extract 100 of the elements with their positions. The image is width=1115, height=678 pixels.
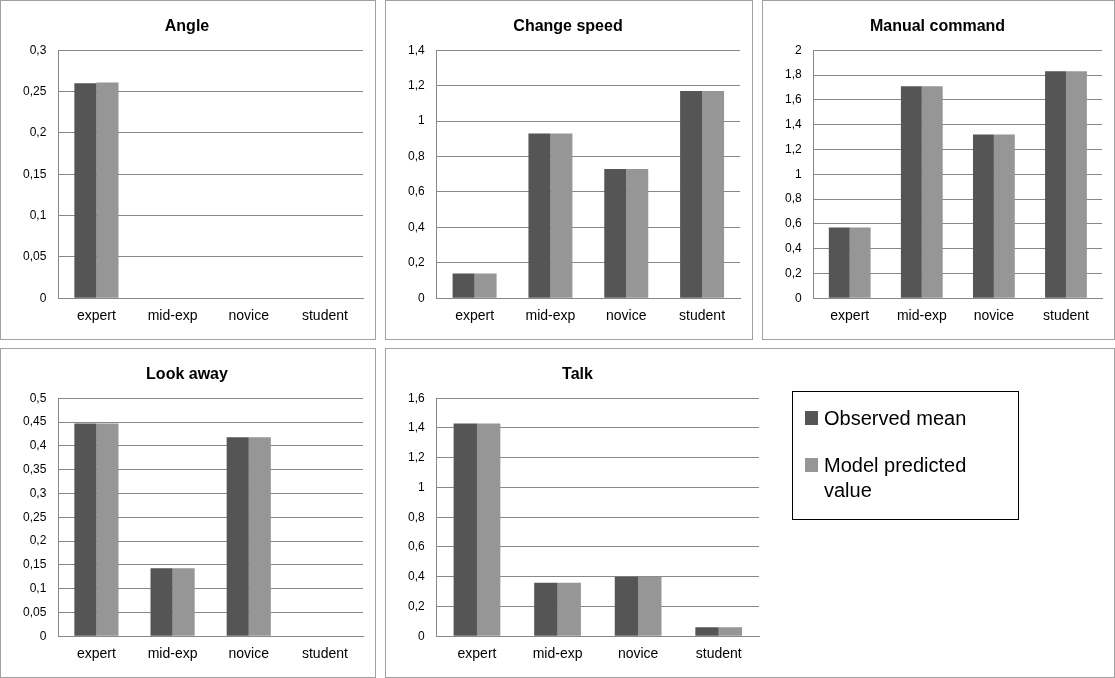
bar [921, 86, 943, 298]
y-tick-label: 0,15 [23, 557, 47, 572]
x-tick-label: mid-exp [896, 307, 947, 324]
bar [74, 423, 97, 636]
y-tick-label: 0,35 [23, 461, 47, 476]
bar [900, 86, 922, 298]
chart-title: Change speed [513, 17, 623, 35]
y-tick-label: 0,5 [29, 390, 47, 405]
y-tick-label: 1,4 [784, 116, 802, 131]
bar [695, 627, 719, 636]
y-tick-label: 0 [39, 628, 47, 643]
y-tick-label: 1,8 [784, 67, 802, 82]
y-tick-label: 0,6 [784, 216, 802, 231]
chart-title: Manual command [869, 17, 1006, 35]
y-tick-label: 0,4 [407, 569, 425, 584]
bar [96, 423, 119, 636]
x-tick-label: expert [76, 645, 116, 662]
y-tick-label: 0,1 [29, 207, 47, 222]
x-tick-label: expert [830, 307, 870, 324]
bar [626, 168, 649, 298]
y-tick-label: 1 [417, 113, 425, 128]
y-tick-label: 2 [794, 42, 802, 57]
y-tick-label: 0,6 [407, 539, 425, 554]
bar [534, 582, 558, 636]
y-tick-label: 1 [417, 479, 425, 494]
y-tick-label: 0,15 [23, 166, 47, 181]
y-tick-label: 0,2 [407, 598, 425, 613]
x-tick-label: mid-exp [147, 307, 198, 324]
y-tick-label: 1,4 [407, 420, 425, 435]
y-tick-label: 1,2 [407, 450, 425, 465]
y-tick-label: 0,05 [23, 604, 47, 619]
y-tick-label: 0,2 [407, 255, 425, 270]
x-tick-label: student [1042, 307, 1090, 324]
y-tick-label: 0,4 [784, 240, 802, 255]
y-tick-label: 0 [794, 290, 802, 305]
bar [453, 423, 477, 636]
y-tick-label: 1,6 [407, 390, 425, 405]
bar [248, 437, 271, 636]
x-tick-label: mid-exp [147, 645, 198, 662]
x-tick-label: student [679, 307, 726, 324]
bar [226, 437, 249, 636]
y-tick-label: 0,2 [29, 533, 47, 548]
bar [172, 568, 195, 636]
chart-title: Talk [562, 365, 594, 383]
bar [604, 168, 627, 298]
y-tick-label: 0,4 [29, 438, 47, 453]
bar [474, 273, 497, 298]
y-tick-label: 0,8 [407, 148, 425, 163]
bar [452, 273, 475, 298]
bar [476, 423, 501, 636]
y-tick-label: 0,25 [23, 83, 47, 98]
y-tick-label: 0,8 [784, 191, 802, 206]
y-tick-label: 0,2 [29, 125, 47, 140]
chart-title: Angle [164, 17, 210, 35]
y-tick-label: 0,3 [29, 485, 47, 500]
y-tick-label: 0,45 [23, 414, 47, 429]
y-tick-label: 0 [39, 290, 47, 305]
y-tick-label: 0,6 [407, 184, 425, 199]
y-tick-label: 0 [417, 290, 425, 305]
x-tick-label: student [301, 307, 348, 324]
bar [718, 627, 743, 636]
y-tick-label: 0,1 [29, 580, 47, 595]
y-tick-label: 0,3 [29, 42, 47, 57]
x-tick-label: novice [228, 307, 270, 324]
x-tick-label: novice [617, 645, 659, 662]
y-tick-label: 0,05 [23, 249, 47, 264]
bar [550, 133, 573, 298]
bar [1065, 71, 1087, 298]
y-tick-label: 1,2 [407, 77, 425, 92]
bar [849, 227, 871, 298]
bar [528, 133, 551, 298]
bar [702, 90, 725, 298]
bar [680, 90, 703, 298]
bar [557, 582, 581, 636]
bar [828, 227, 850, 298]
y-tick-label: 0 [417, 628, 425, 643]
y-tick-label: 0,4 [407, 219, 425, 234]
legend-label: Model predicted value [824, 453, 968, 503]
legend-label: Observed mean [824, 406, 967, 431]
bar [638, 576, 662, 636]
y-tick-label: 1 [794, 166, 802, 181]
y-tick-label: 1,4 [407, 42, 425, 57]
y-tick-label: 1,6 [784, 92, 802, 107]
bar [1045, 71, 1066, 298]
x-tick-label: expert [76, 307, 116, 324]
y-tick-label: 1,2 [784, 141, 802, 156]
x-tick-label: student [695, 645, 742, 662]
x-tick-label: student [301, 645, 348, 662]
x-tick-label: mid-exp [532, 645, 583, 662]
chart-title: Look away [146, 365, 228, 383]
bar [150, 568, 173, 636]
y-tick-label: 0,2 [784, 265, 802, 280]
bar [993, 134, 1015, 298]
x-tick-label: novice [973, 307, 1015, 324]
x-tick-label: expert [457, 645, 497, 662]
x-tick-label: novice [228, 645, 270, 662]
bar [972, 134, 994, 298]
x-tick-label: mid-exp [525, 307, 576, 324]
y-tick-label: 0,8 [407, 509, 425, 524]
x-tick-label: expert [455, 307, 495, 324]
